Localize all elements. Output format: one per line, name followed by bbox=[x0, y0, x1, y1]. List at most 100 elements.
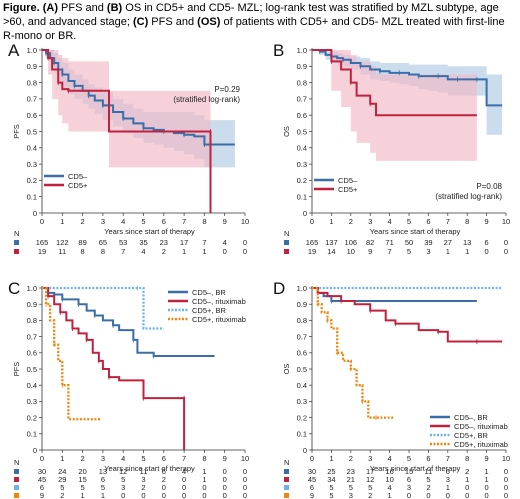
y-tick-label: 0.9 bbox=[27, 300, 37, 309]
x-tick-label: 7 bbox=[182, 217, 186, 226]
x-tick-label: 4 bbox=[121, 454, 125, 463]
risk-row-color bbox=[14, 485, 19, 490]
x-axis-label: Years since start of therapy bbox=[104, 464, 195, 473]
series-line bbox=[42, 287, 215, 358]
risk-table-value: 10 bbox=[347, 247, 355, 256]
x-tick-label: 5 bbox=[407, 217, 411, 226]
x-tick-label: 4 bbox=[388, 217, 392, 226]
y-tick-label: 0.3 bbox=[27, 160, 37, 169]
x-tick-label: 9 bbox=[485, 454, 489, 463]
y-tick-label: 0.4 bbox=[297, 381, 307, 390]
risk-table-value: 6 bbox=[485, 238, 489, 247]
x-tick-label: 8 bbox=[465, 454, 469, 463]
legend-label: CD5– bbox=[68, 172, 88, 181]
y-axis-label: OS bbox=[282, 364, 291, 375]
x-tick-label: 1 bbox=[329, 217, 333, 226]
risk-table-header: N bbox=[284, 229, 289, 238]
y-tick-label: 0.4 bbox=[27, 381, 37, 390]
y-tick-label: 0.2 bbox=[297, 413, 307, 422]
risk-table-value: 0 bbox=[504, 475, 508, 484]
risk-table-value: 17 bbox=[180, 238, 188, 247]
x-tick-label: 4 bbox=[388, 454, 392, 463]
x-tick-label: 9 bbox=[485, 217, 489, 226]
risk-table-value: 2 bbox=[141, 483, 145, 492]
risk-table-value: 0 bbox=[485, 483, 489, 492]
risk-table-value: 0 bbox=[243, 467, 247, 476]
legend-label: CD5+ bbox=[338, 185, 358, 194]
risk-table-value: 0 bbox=[223, 467, 227, 476]
risk-table-value: 7 bbox=[388, 247, 392, 256]
x-axis-label: Years since start of therapy bbox=[104, 227, 195, 236]
y-tick-label: 0.3 bbox=[297, 160, 307, 169]
y-tick-label: 0.7 bbox=[297, 332, 307, 341]
legend-label: CD5–, BR bbox=[454, 413, 488, 422]
risk-table-value: 0 bbox=[182, 483, 186, 492]
risk-table-value: 2 bbox=[162, 475, 166, 484]
risk-table-value: 0 bbox=[504, 247, 508, 256]
y-tick-label: 0.9 bbox=[297, 62, 307, 71]
risk-table-value: 2 bbox=[368, 491, 372, 499]
x-tick-label: 8 bbox=[202, 454, 206, 463]
risk-table-value: 15 bbox=[78, 475, 86, 484]
risk-row-color bbox=[284, 477, 289, 482]
risk-table-value: 19 bbox=[308, 247, 316, 256]
series-line bbox=[312, 49, 477, 117]
risk-table-value: 5 bbox=[81, 483, 85, 492]
risk-table-value: 35 bbox=[139, 238, 147, 247]
caption-label-os: (OS) bbox=[197, 16, 221, 28]
risk-table-value: 13 bbox=[463, 238, 471, 247]
y-tick-label: 0.2 bbox=[27, 176, 37, 185]
risk-table-value: 12 bbox=[366, 475, 374, 484]
legend-label: CD5– bbox=[338, 176, 358, 185]
x-tick-label: 2 bbox=[81, 217, 85, 226]
risk-table-value: 0 bbox=[504, 238, 508, 247]
risk-row-color bbox=[14, 493, 19, 498]
y-tick-label: 0.9 bbox=[27, 62, 37, 71]
x-tick-label: 4 bbox=[121, 217, 125, 226]
y-tick-label: 0 bbox=[303, 209, 307, 218]
risk-row-color bbox=[284, 469, 289, 474]
y-tick-label: 0.9 bbox=[297, 300, 307, 309]
legend-label: CD5+, rituximab bbox=[454, 440, 508, 449]
risk-table-value: 0 bbox=[485, 247, 489, 256]
risk-table-value: 0 bbox=[202, 491, 206, 499]
y-tick-label: 0.6 bbox=[297, 349, 307, 358]
risk-table-value: 0 bbox=[182, 491, 186, 499]
risk-table-value: 71 bbox=[385, 238, 393, 247]
x-tick-label: 1 bbox=[329, 454, 333, 463]
risk-table-value: 5 bbox=[368, 483, 372, 492]
risk-table-value: 11 bbox=[58, 247, 66, 256]
risk-table-value: 6 bbox=[407, 475, 411, 484]
risk-table-value: 0 bbox=[407, 491, 411, 499]
y-axis-label: OS bbox=[282, 126, 291, 137]
risk-table-value: 8 bbox=[101, 247, 105, 256]
risk-table-value: 0 bbox=[141, 491, 145, 499]
risk-table-value: 12 bbox=[119, 467, 127, 476]
series-line bbox=[42, 287, 186, 450]
risk-table-value: 7 bbox=[202, 238, 206, 247]
y-tick-label: 0.4 bbox=[297, 144, 307, 153]
legend-label: CD5+, BR bbox=[192, 306, 227, 315]
y-tick-label: 0.3 bbox=[297, 397, 307, 406]
legend-label: CD5+ bbox=[68, 181, 88, 190]
y-tick-label: 0.7 bbox=[27, 95, 37, 104]
y-tick-label: 0.2 bbox=[297, 176, 307, 185]
risk-table-value: 1 bbox=[202, 475, 206, 484]
risk-table-value: 5 bbox=[329, 483, 333, 492]
risk-table-value: 14 bbox=[327, 247, 335, 256]
x-tick-label: 3 bbox=[368, 454, 372, 463]
caption-label-c: (C) bbox=[132, 16, 149, 28]
x-axis-label: Years since start of therapy bbox=[370, 227, 461, 236]
risk-table-value: 1 bbox=[81, 491, 85, 499]
x-tick-label: 9 bbox=[223, 217, 227, 226]
risk-table-value: 0 bbox=[446, 491, 450, 499]
risk-table-value: 11 bbox=[425, 467, 433, 476]
legend-label: CD5–, BR bbox=[192, 288, 226, 297]
risk-table-value: 1 bbox=[182, 247, 186, 256]
series-line bbox=[42, 286, 164, 330]
y-tick-label: 1.0 bbox=[27, 46, 37, 55]
risk-table-value: 45 bbox=[308, 475, 316, 484]
y-tick-label: 1.0 bbox=[297, 46, 307, 55]
risk-table-value: 3 bbox=[446, 475, 450, 484]
x-tick-label: 6 bbox=[426, 454, 430, 463]
